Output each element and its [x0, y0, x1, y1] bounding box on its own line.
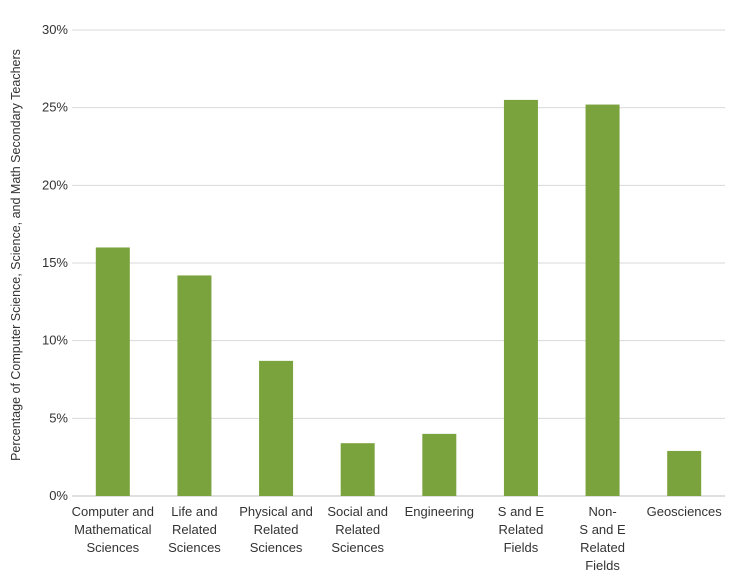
- y-tick-label: 25%: [42, 100, 68, 115]
- x-category-label: Life and Related Sciences: [168, 504, 221, 555]
- bar-1: [95, 247, 130, 496]
- bar-5: [422, 433, 457, 496]
- gridlines: [72, 29, 725, 497]
- x-category-label: Computer and Mathematical Sciences: [72, 504, 154, 555]
- x-axis-category-labels: Computer and Mathematical Sciences Life and…: [72, 504, 723, 573]
- y-axis-ticks: 0% 5% 10% 15% 20% 25% 30%: [42, 22, 68, 503]
- y-tick-label: 15%: [42, 255, 68, 270]
- y-axis-title: Percentage of Computer Science, Science,…: [9, 49, 23, 461]
- bar-4: [340, 443, 375, 496]
- y-tick-label: 20%: [42, 177, 68, 192]
- x-category-label: Engineering: [405, 504, 474, 519]
- x-category-label: Non-S and E Related Fields: [579, 504, 626, 573]
- x-category-label: Physical and Related Sciences: [239, 504, 313, 555]
- bar-6: [503, 99, 538, 497]
- x-category-label: S and E Related Fields: [498, 504, 545, 555]
- bars: [95, 99, 702, 497]
- y-tick-label: 0%: [49, 488, 68, 503]
- x-category-label: Geosciences: [647, 504, 723, 519]
- x-category-label: Social and Related Sciences: [327, 504, 388, 555]
- bar-2: [177, 275, 212, 496]
- bar-3: [259, 360, 294, 496]
- bar-7: [585, 104, 620, 496]
- y-tick-label: 5%: [49, 410, 68, 425]
- y-tick-label: 10%: [42, 333, 68, 348]
- y-tick-label: 30%: [42, 22, 68, 37]
- bar-8: [667, 450, 702, 496]
